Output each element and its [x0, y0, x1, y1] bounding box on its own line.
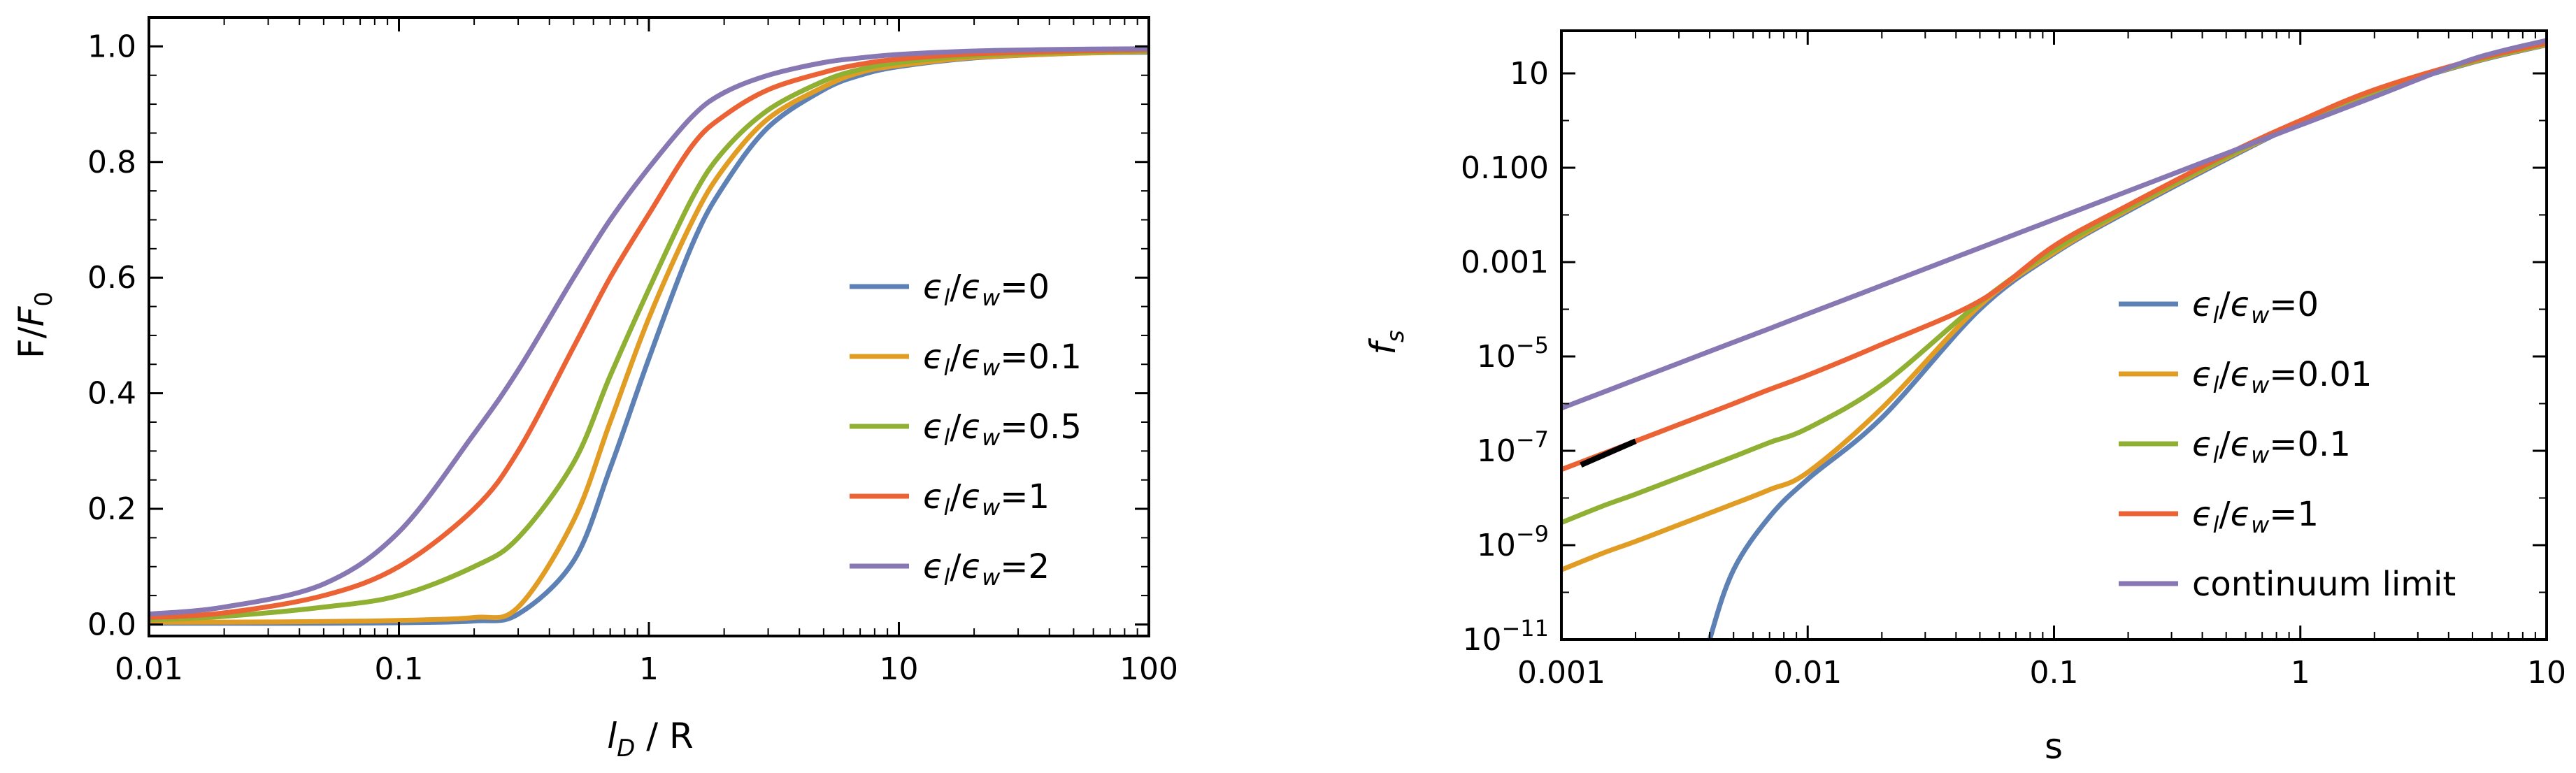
left-x-tick-label-4: 100 [1119, 651, 1178, 687]
right-x-tick-label-1: 0.01 [1773, 655, 1842, 691]
right-legend-label-0: ϵl/ϵw=0 [2192, 285, 2319, 328]
left-y-label: F/F0 [11, 291, 58, 359]
left-x-label: lD / R [607, 716, 693, 763]
right-x-label: s [2045, 726, 2063, 767]
left-legend-entry-4: ϵl/ϵw=2 [850, 547, 1050, 591]
slope-marker [1580, 438, 1637, 468]
right-legend-label-2: ϵl/ϵw=0.1 [2192, 425, 2351, 468]
left-y-tick-label-0: 0.0 [87, 607, 136, 642]
right-series-line-4 [1561, 38, 2547, 411]
right-x-tick-label-4: 10 [2527, 655, 2566, 691]
right-legend-label-3: ϵl/ϵw=1 [2192, 495, 2319, 538]
left-legend-entry-2: ϵl/ϵw=0.5 [850, 407, 1082, 451]
left-axis-ticks: 0.01 0.1 1 10 100 0.0 0.2 0.4 0.6 0.8 1.0 [87, 17, 1178, 687]
right-legend-entry-2: ϵl/ϵw=0.1 [2119, 425, 2351, 468]
right-legend-entry-1: ϵl/ϵw=0.01 [2119, 355, 2372, 398]
right-y-tick-label-1: 10−9 [1477, 521, 1549, 563]
right-series-lines [1561, 38, 2547, 640]
right-y-tick-label-5: 0.100 [1461, 150, 1549, 186]
left-y-tick-label-2: 0.4 [87, 376, 136, 412]
left-x-tick-label-1: 0.1 [375, 651, 424, 687]
left-series-line-1 [149, 49, 1149, 625]
left-legend-label-4: ϵl/ϵw=2 [923, 547, 1050, 591]
right-series-line-3 [1561, 41, 2547, 472]
left-legend-label-1: ϵl/ϵw=0.1 [923, 338, 1082, 381]
right-axis-ticks: 0.001 0.01 0.1 1 10 10−11 10−9 10−7 10−5 0.001 0.1… [1461, 31, 2566, 691]
left-x-tick-label-2: 1 [639, 651, 659, 687]
left-panel: 0.01 0.1 1 10 100 0.0 0.2 0.4 0.6 0.8 1.0 F/F0 lD … [11, 16, 1178, 763]
right-panel: 0.001 0.01 0.1 1 10 10−11 10−9 10−7 10−5 0.001 0.1… [1363, 29, 2566, 767]
left-legend: ϵl/ϵw=0 ϵl/ϵw=0.1 ϵl/ϵw=0.5 ϵl/ϵw=1 ϵl/ϵ… [850, 268, 1082, 591]
left-legend-label-0: ϵl/ϵw=0 [923, 268, 1050, 311]
right-legend-entry-0: ϵl/ϵw=0 [2119, 285, 2319, 328]
right-x-tick-label-0: 0.001 [1517, 655, 1605, 691]
right-x-tick-label-2: 0.1 [2030, 655, 2079, 691]
left-legend-entry-3: ϵl/ϵw=1 [850, 477, 1050, 521]
left-series-line-2 [149, 48, 1149, 623]
left-x-tick-label-0: 0.01 [115, 651, 183, 687]
left-y-tick-label-1: 0.2 [87, 491, 136, 527]
right-y-label: fs [1363, 330, 1410, 354]
right-legend-label-4: continuum limit [2192, 565, 2456, 604]
right-y-tick-label-0: 10−11 [1462, 615, 1549, 658]
right-y-tick-label-3: 10−5 [1477, 332, 1549, 375]
left-y-tick-label-4: 0.8 [87, 145, 136, 180]
left-series-line-0 [149, 50, 1149, 626]
left-legend-entry-0: ϵl/ϵw=0 [850, 268, 1050, 311]
right-y-tick-label-2: 10−7 [1477, 426, 1549, 469]
left-series-lines [149, 46, 1149, 626]
right-y-tick-label-6: 10 [1510, 56, 1549, 92]
left-y-tick-label-3: 0.6 [87, 260, 136, 296]
right-plot-frame [1560, 29, 2548, 641]
right-series-line-0 [1707, 42, 2547, 640]
right-y-tick-label-4: 0.001 [1461, 245, 1549, 280]
left-y-tick-label-5: 1.0 [87, 29, 136, 64]
right-series-line-2 [1561, 41, 2547, 526]
left-series-line-3 [149, 47, 1149, 620]
right-legend: ϵl/ϵw=0 ϵl/ϵw=0.01 ϵl/ϵw=0.1 ϵl/ϵw=1 con… [2119, 285, 2456, 604]
right-legend-entry-3: ϵl/ϵw=1 [2119, 495, 2319, 538]
left-plot-frame [148, 16, 1150, 637]
right-series-line-1 [1561, 42, 2547, 572]
left-legend-label-3: ϵl/ϵw=1 [923, 477, 1050, 521]
left-x-tick-label-3: 10 [880, 651, 919, 687]
right-legend-label-1: ϵl/ϵw=0.01 [2192, 355, 2372, 398]
left-legend-entry-1: ϵl/ϵw=0.1 [850, 338, 1082, 381]
left-legend-label-2: ϵl/ϵw=0.5 [923, 407, 1082, 451]
left-series-line-4 [149, 46, 1149, 617]
right-x-tick-label-3: 1 [2291, 655, 2310, 691]
right-legend-entry-4: continuum limit [2119, 565, 2456, 604]
